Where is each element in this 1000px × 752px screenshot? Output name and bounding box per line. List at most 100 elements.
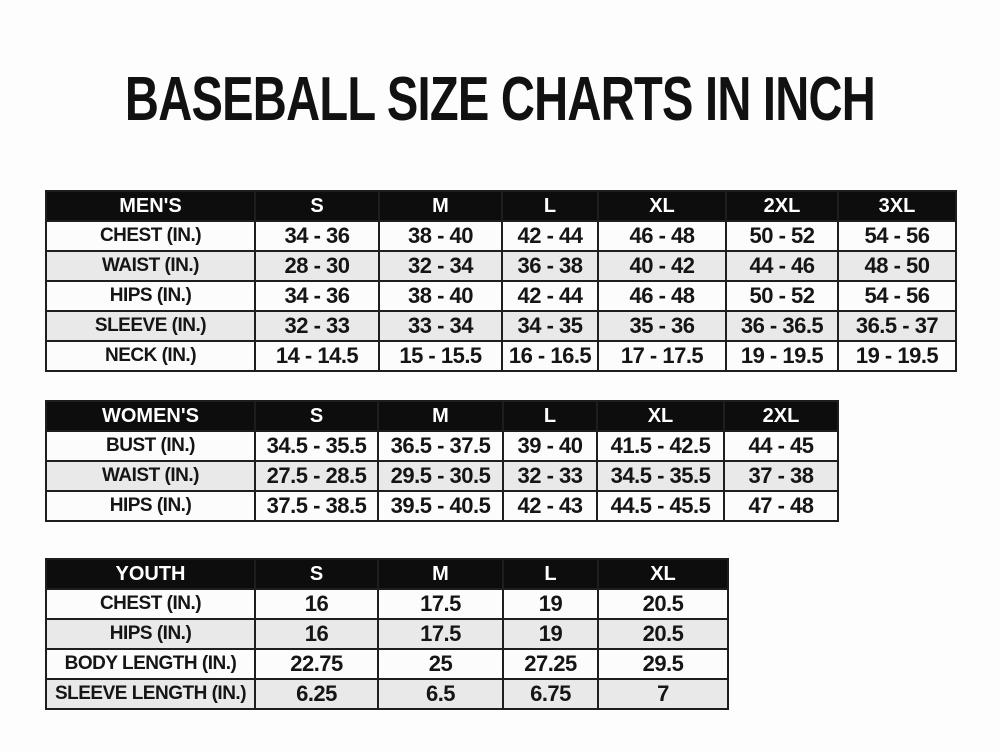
size-value-cell: 54 - 56 xyxy=(837,220,957,252)
size-value-cell: 25 xyxy=(377,648,504,680)
size-value-cell: 19 xyxy=(502,588,599,620)
size-value-cell: 39 - 40 xyxy=(502,430,598,462)
size-value-cell: 37.5 - 38.5 xyxy=(254,490,379,522)
row-label: SLEEVE LENGTH (IN.) xyxy=(45,678,256,710)
table-row: NECK (IN.) 14 - 14.5 15 - 15.5 16 - 16.5 17 … xyxy=(45,340,957,372)
size-column-header: L xyxy=(502,400,598,432)
size-value-cell: 54 - 56 xyxy=(837,280,957,312)
size-value-cell: 32 - 34 xyxy=(378,250,503,282)
size-value-cell: 17 - 17.5 xyxy=(597,340,727,372)
table-row: HIPS (IN.) 37.5 - 38.5 39.5 - 40.5 42 - 43 4… xyxy=(45,490,839,522)
size-value-cell: 19 xyxy=(502,618,599,650)
row-label: WAIST (IN.) xyxy=(45,460,256,492)
size-column-header: M xyxy=(377,558,504,590)
size-column-header: M xyxy=(377,400,504,432)
header-row: WOMEN'S S M L XL 2XL xyxy=(45,400,839,432)
size-value-cell: 6.25 xyxy=(254,678,379,710)
size-value-cell: 44 - 46 xyxy=(725,250,839,282)
size-value-cell: 20.5 xyxy=(597,588,729,620)
size-value-cell: 7 xyxy=(597,678,729,710)
page-title: BASEBALL SIZE CHARTS IN INCH xyxy=(124,65,876,134)
size-value-cell: 34 - 36 xyxy=(254,220,380,252)
size-value-cell: 47 - 48 xyxy=(723,490,839,522)
size-value-cell: 36 - 36.5 xyxy=(725,310,839,342)
table-name-header: YOUTH xyxy=(45,558,256,590)
size-column-header: 2XL xyxy=(723,400,839,432)
row-label: CHEST (IN.) xyxy=(45,220,256,252)
size-value-cell: 6.75 xyxy=(502,678,599,710)
size-column-header: 3XL xyxy=(837,190,957,222)
size-value-cell: 6.5 xyxy=(377,678,504,710)
row-label: CHEST (IN.) xyxy=(45,588,256,620)
size-value-cell: 40 - 42 xyxy=(597,250,727,282)
size-value-cell: 16 xyxy=(254,618,379,650)
size-value-cell: 34.5 - 35.5 xyxy=(596,460,725,492)
size-value-cell: 15 - 15.5 xyxy=(378,340,503,372)
table-row: CHEST (IN.) 34 - 36 38 - 40 42 - 44 46 - 48 5… xyxy=(45,220,957,252)
row-label: HIPS (IN.) xyxy=(45,490,256,522)
size-column-header: M xyxy=(378,190,503,222)
row-label: BODY LENGTH (IN.) xyxy=(45,648,256,680)
table-row: HIPS (IN.) 34 - 36 38 - 40 42 - 44 46 - 48 50… xyxy=(45,280,957,312)
table-row: SLEEVE LENGTH (IN.) 6.25 6.5 6.75 7 xyxy=(45,678,729,710)
table-row: HIPS (IN.) 16 17.5 19 20.5 xyxy=(45,618,729,650)
size-column-header: S xyxy=(254,190,380,222)
table-row: WAIST (IN.) 27.5 - 28.5 29.5 - 30.5 32 - 33… xyxy=(45,460,839,492)
table-row: WAIST (IN.) 28 - 30 32 - 34 36 - 38 40 - 42 4… xyxy=(45,250,957,282)
size-column-header: L xyxy=(502,558,599,590)
size-value-cell: 46 - 48 xyxy=(597,220,727,252)
row-label: WAIST (IN.) xyxy=(45,250,256,282)
womens-size-table: WOMEN'S S M L XL 2XL BUST (IN.) 34.5 - 35.5 36.5… xyxy=(45,400,839,522)
size-column-header: XL xyxy=(596,400,725,432)
size-value-cell: 19 - 19.5 xyxy=(837,340,957,372)
row-label: NECK (IN.) xyxy=(45,340,256,372)
size-value-cell: 48 - 50 xyxy=(837,250,957,282)
row-label: HIPS (IN.) xyxy=(45,280,256,312)
size-value-cell: 17.5 xyxy=(377,588,504,620)
size-value-cell: 20.5 xyxy=(597,618,729,650)
size-value-cell: 39.5 - 40.5 xyxy=(377,490,504,522)
size-value-cell: 32 - 33 xyxy=(254,310,380,342)
size-value-cell: 27.25 xyxy=(502,648,599,680)
size-value-cell: 46 - 48 xyxy=(597,280,727,312)
youth-size-table: YOUTH S M L XL CHEST (IN.) 16 17.5 19 20.5 HIPS (I… xyxy=(45,558,729,710)
row-label: SLEEVE (IN.) xyxy=(45,310,256,342)
size-value-cell: 17.5 xyxy=(377,618,504,650)
table-name-header: MEN'S xyxy=(45,190,256,222)
size-value-cell: 16 - 16.5 xyxy=(501,340,599,372)
size-value-cell: 41.5 - 42.5 xyxy=(596,430,725,462)
size-value-cell: 42 - 43 xyxy=(502,490,598,522)
size-value-cell: 38 - 40 xyxy=(378,220,503,252)
table-row: BODY LENGTH (IN.) 22.75 25 27.25 29.5 xyxy=(45,648,729,680)
table-row: BUST (IN.) 34.5 - 35.5 36.5 - 37.5 39 - 40 4… xyxy=(45,430,839,462)
size-column-header: XL xyxy=(597,558,729,590)
size-value-cell: 42 - 44 xyxy=(501,220,599,252)
size-value-cell: 36.5 - 37 xyxy=(837,310,957,342)
size-value-cell: 36 - 38 xyxy=(501,250,599,282)
size-value-cell: 34 - 35 xyxy=(501,310,599,342)
size-column-header: XL xyxy=(597,190,727,222)
size-value-cell: 34.5 - 35.5 xyxy=(254,430,379,462)
table-row: SLEEVE (IN.) 32 - 33 33 - 34 34 - 35 35 - 36… xyxy=(45,310,957,342)
size-value-cell: 28 - 30 xyxy=(254,250,380,282)
size-column-header: S xyxy=(254,400,379,432)
row-label: HIPS (IN.) xyxy=(45,618,256,650)
row-label: BUST (IN.) xyxy=(45,430,256,462)
size-column-header: S xyxy=(254,558,379,590)
size-value-cell: 27.5 - 28.5 xyxy=(254,460,379,492)
size-value-cell: 29.5 xyxy=(597,648,729,680)
size-column-header: L xyxy=(501,190,599,222)
size-column-header: 2XL xyxy=(725,190,839,222)
size-value-cell: 36.5 - 37.5 xyxy=(377,430,504,462)
size-value-cell: 14 - 14.5 xyxy=(254,340,380,372)
size-value-cell: 37 - 38 xyxy=(723,460,839,492)
size-value-cell: 50 - 52 xyxy=(725,220,839,252)
size-value-cell: 50 - 52 xyxy=(725,280,839,312)
size-value-cell: 44.5 - 45.5 xyxy=(596,490,725,522)
size-value-cell: 22.75 xyxy=(254,648,379,680)
size-value-cell: 32 - 33 xyxy=(502,460,598,492)
size-value-cell: 33 - 34 xyxy=(378,310,503,342)
size-value-cell: 38 - 40 xyxy=(378,280,503,312)
table-name-header: WOMEN'S xyxy=(45,400,256,432)
size-value-cell: 19 - 19.5 xyxy=(725,340,839,372)
